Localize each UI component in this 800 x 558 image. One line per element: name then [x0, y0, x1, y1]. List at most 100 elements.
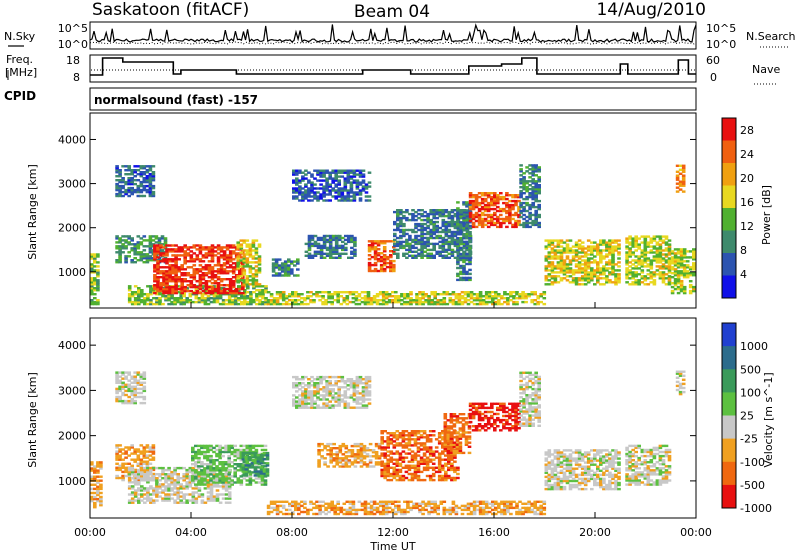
power-cell	[174, 248, 178, 250]
power-cell	[165, 248, 169, 250]
power-cell	[143, 249, 147, 251]
power-cell	[641, 269, 645, 271]
power-cell	[392, 264, 396, 266]
velocity-cell	[143, 493, 147, 495]
power-cell	[587, 257, 591, 259]
power-cell	[528, 222, 532, 224]
velocity-cell	[146, 489, 150, 491]
power-cell	[468, 269, 472, 271]
velocity-cell	[93, 504, 97, 506]
velocity-cell	[137, 502, 141, 504]
power-cell	[255, 257, 259, 259]
power-cell	[499, 196, 503, 198]
velocity-cell	[143, 463, 147, 465]
velocity-cell	[245, 468, 249, 470]
velocity-cell	[203, 451, 207, 453]
velocity-cell	[140, 392, 144, 394]
velocity-cell	[245, 464, 249, 466]
velocity-cell	[143, 450, 147, 452]
power-cell	[124, 173, 128, 175]
power-cell	[316, 191, 320, 193]
power-cell	[528, 184, 532, 186]
power-cell	[246, 295, 250, 297]
power-cell	[143, 165, 147, 167]
velocity-cell	[124, 457, 128, 459]
power-cell	[587, 239, 591, 241]
power-cell	[153, 274, 157, 276]
power-cell	[153, 244, 157, 246]
power-cell	[569, 267, 573, 269]
velocity-cell	[124, 390, 128, 392]
velocity-cell	[227, 469, 231, 471]
power-cell	[537, 166, 541, 168]
power-cell	[214, 246, 218, 248]
power-cell	[438, 209, 442, 211]
velocity-cell	[134, 495, 138, 497]
power-cell	[305, 251, 309, 253]
power-cell	[316, 195, 320, 197]
power-cell	[258, 243, 262, 245]
velocity-cell	[124, 384, 128, 386]
power-cell	[456, 247, 460, 249]
power-cell	[295, 177, 299, 179]
power-cell	[436, 299, 440, 301]
velocity-cell	[155, 479, 159, 481]
power-cell	[557, 255, 561, 257]
power-cell	[337, 187, 341, 189]
power-ylabel: Slant Range [km]	[26, 164, 39, 260]
velocity-cell	[228, 495, 232, 497]
power-cell	[143, 245, 147, 247]
power-cell	[205, 264, 209, 266]
power-cell	[335, 257, 339, 259]
power-cell	[177, 258, 181, 260]
velocity-cell	[255, 445, 259, 447]
velocity-cell	[203, 471, 207, 473]
power-cell	[93, 265, 97, 267]
velocity-cell	[143, 382, 147, 384]
velocity-cell	[99, 480, 103, 482]
power-cell	[426, 231, 430, 233]
noise-right-tick-top: 10^5	[706, 22, 736, 35]
power-cell	[327, 291, 331, 293]
velocity-cell	[194, 471, 198, 473]
power-cell	[569, 275, 573, 277]
velocity-cell	[225, 502, 229, 504]
power-cell	[214, 254, 218, 256]
power-cell	[226, 288, 230, 290]
velocity-cell	[194, 483, 198, 485]
power-cell	[557, 271, 561, 273]
power-cell	[528, 164, 532, 166]
velocity-cell	[99, 504, 103, 506]
power-cell	[246, 243, 250, 245]
colorbar-swatch	[722, 253, 736, 276]
ytick-label: 2000	[58, 222, 86, 235]
power-cell	[608, 267, 612, 269]
power-cell	[185, 297, 189, 299]
velocity-cell	[185, 493, 189, 495]
power-cell	[388, 293, 392, 295]
power-cell	[456, 257, 460, 259]
power-cell	[448, 241, 452, 243]
velocity-cell	[203, 483, 207, 485]
velocity-cell	[194, 451, 198, 453]
power-cell	[153, 292, 157, 294]
power-cell	[214, 264, 218, 266]
power-cell	[679, 165, 683, 167]
power-cell	[356, 191, 360, 193]
power-cell	[93, 297, 97, 299]
power-cell	[312, 299, 316, 301]
power-cell	[435, 221, 439, 223]
power-cell	[668, 257, 672, 259]
velocity-cell	[152, 444, 156, 446]
velocity-cell	[134, 473, 138, 475]
power-cell	[377, 258, 381, 260]
power-cell	[130, 237, 134, 239]
power-cell	[143, 235, 147, 237]
power-cell	[628, 277, 632, 279]
power-colorbar-label: Power [dB]	[760, 185, 773, 245]
power-cell	[328, 199, 332, 201]
velocity-cell	[204, 502, 208, 504]
power-cell	[578, 261, 582, 263]
power-cell	[650, 249, 654, 251]
velocity-cell	[173, 473, 177, 475]
